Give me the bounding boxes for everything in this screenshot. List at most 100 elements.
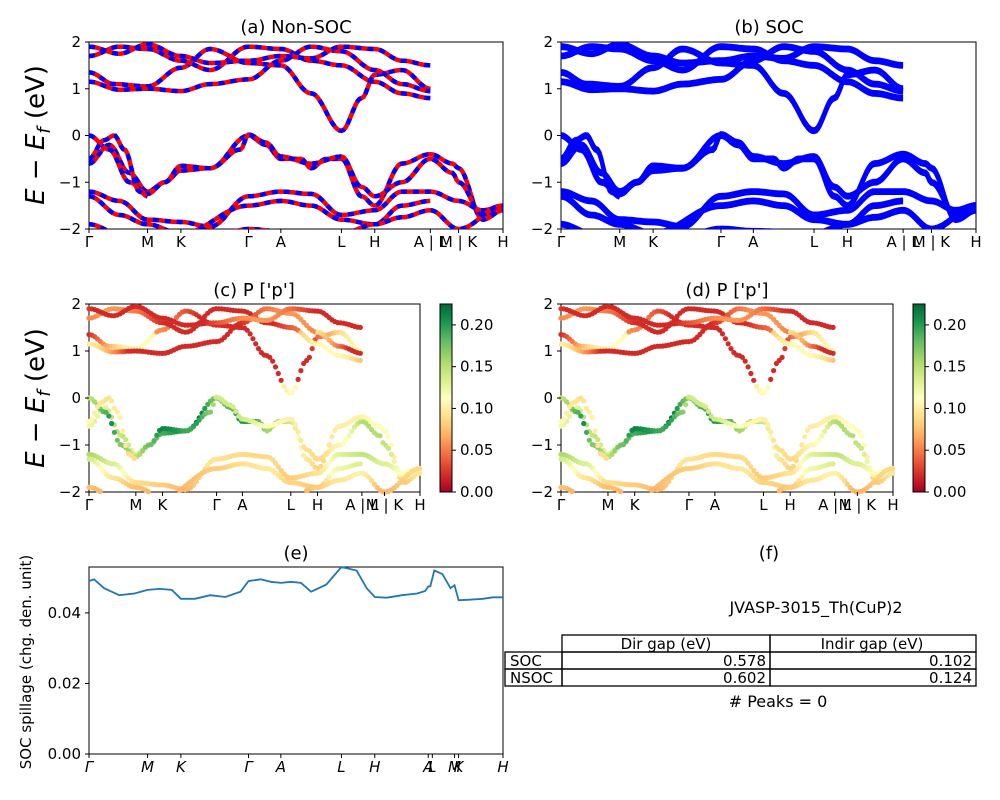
colorbar-tick-label: 0.15 xyxy=(460,358,493,376)
band-point xyxy=(768,376,774,382)
band-point xyxy=(561,416,567,422)
x-tick-label: Γ xyxy=(685,496,694,514)
band-point xyxy=(683,402,689,408)
x-tick-label: M xyxy=(141,233,154,251)
y-tick-label: 0 xyxy=(71,389,81,407)
x-tick-label: K xyxy=(158,496,169,514)
band-point xyxy=(301,452,307,459)
band-point xyxy=(329,434,335,440)
x-tick-label: K xyxy=(454,758,465,776)
band-point xyxy=(858,433,865,439)
y-tick-label: 0.00 xyxy=(48,745,81,763)
band-line xyxy=(561,43,904,92)
band-point xyxy=(566,404,573,410)
y-tick-label: 1 xyxy=(543,342,553,360)
band-point xyxy=(377,423,383,429)
band-point xyxy=(92,410,98,416)
band-line xyxy=(561,202,976,229)
x-tick-label: A | L xyxy=(818,496,852,514)
band-point xyxy=(114,409,120,415)
band-line xyxy=(89,44,431,101)
band-point xyxy=(626,432,632,438)
x-tick-label: Γ xyxy=(557,233,566,251)
ylabel-top: E − Ef (eV) xyxy=(21,65,55,205)
x-tick-label: H xyxy=(887,496,898,514)
colorbar xyxy=(912,303,926,493)
band-point xyxy=(592,428,598,434)
band-point xyxy=(377,433,383,439)
band-point xyxy=(583,429,590,435)
band-point xyxy=(586,409,592,415)
band-point xyxy=(255,346,262,352)
band-point xyxy=(583,405,590,411)
band-point xyxy=(343,437,349,443)
band-point xyxy=(109,398,115,404)
band-point xyxy=(346,336,352,343)
band-line xyxy=(561,191,976,229)
table-row-nsoc-label: NSOC xyxy=(510,669,553,687)
band-line xyxy=(561,46,904,102)
band-point xyxy=(839,423,845,429)
band-point xyxy=(346,433,352,439)
band-point xyxy=(270,358,276,364)
x-tick-label: M | K xyxy=(913,233,952,251)
band-point xyxy=(349,428,355,434)
band-point xyxy=(190,482,197,488)
y-tick-label: 2 xyxy=(543,295,553,313)
band-point xyxy=(323,463,329,470)
x-tick-label: H xyxy=(414,496,425,514)
band-point xyxy=(357,350,363,356)
y-tick-label: 2 xyxy=(71,295,81,313)
band-point xyxy=(595,443,601,449)
band-point xyxy=(773,452,780,459)
band-point xyxy=(140,448,146,454)
y-tick-label: 0 xyxy=(71,127,81,145)
band-point xyxy=(569,488,575,495)
x-tick-label: A xyxy=(710,496,721,514)
band-point xyxy=(391,458,397,465)
x-tick-label: A xyxy=(422,758,433,776)
band-point xyxy=(742,358,748,364)
y-tick-label: 0 xyxy=(543,389,553,407)
y-tick-label: 1 xyxy=(71,342,81,360)
band-point xyxy=(771,368,777,374)
y-tick-label: −2 xyxy=(59,483,81,501)
y-tick-label: 0.02 xyxy=(48,674,81,692)
band-point xyxy=(253,341,259,347)
band-point xyxy=(816,437,822,443)
peaks-count: # Peaks = 0 xyxy=(729,692,828,711)
panel-d-title: (d) P ['p'] xyxy=(685,280,768,301)
band-point xyxy=(762,417,768,423)
band-point xyxy=(728,346,734,352)
y-tick-label: 2 xyxy=(543,33,553,51)
y-tick-label: −2 xyxy=(531,483,553,501)
band-point xyxy=(247,331,253,337)
band-line xyxy=(89,133,503,223)
y-tick-label: −2 xyxy=(59,220,81,238)
x-tick-label: M xyxy=(129,496,142,514)
band-point xyxy=(890,465,896,472)
x-tick-label: M | K xyxy=(440,233,479,251)
x-tick-label: M | K xyxy=(366,496,405,514)
x-tick-label: A xyxy=(748,233,759,251)
x-tick-label: Γ xyxy=(212,496,221,514)
x-tick-label: L xyxy=(337,758,345,776)
band-point xyxy=(674,405,680,412)
band-point xyxy=(233,408,239,414)
x-tick-label: M xyxy=(141,758,154,776)
band-point xyxy=(244,327,250,333)
band-line xyxy=(561,132,621,197)
x-tick-label: A | L xyxy=(414,233,448,251)
colorbar xyxy=(439,303,453,493)
band-point xyxy=(739,354,746,360)
y-tick-label: 2 xyxy=(71,33,81,51)
band-point xyxy=(617,489,624,495)
band-point xyxy=(782,451,788,457)
band-point xyxy=(589,414,595,421)
band-point xyxy=(326,442,332,448)
band-point xyxy=(295,429,301,435)
band-point xyxy=(131,455,137,461)
band-line xyxy=(89,133,149,199)
band-point xyxy=(357,461,363,467)
